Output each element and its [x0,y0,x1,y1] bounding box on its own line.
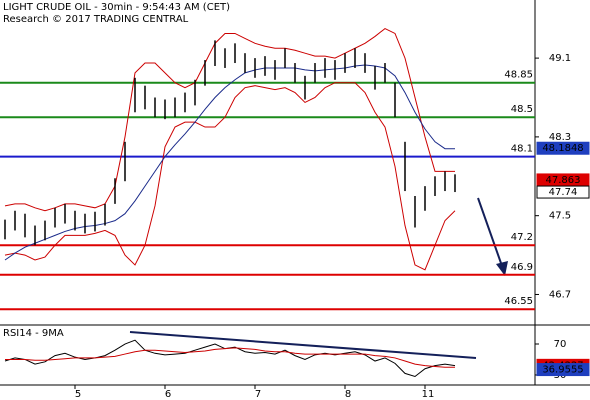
indicator-line [4,64,455,261]
price-tag [536,141,590,155]
y-tick-label: 48.3 [549,132,571,143]
price-tag-label: 48.1848 [542,143,583,154]
price-tag-label: 47.74 [549,187,578,198]
price-tag-label: 47.863 [546,175,581,186]
chart-subtitle: Research © 2017 TRADING CENTRAL [3,14,189,25]
rsi-trendline [129,331,477,359]
x-tick-label: 8 [345,389,351,400]
level-label: 46.9 [511,262,533,273]
x-tick-label: 7 [255,389,261,400]
y-tick-label: 47.5 [549,211,571,222]
forecast-arrow [477,197,503,267]
level-label: 47.2 [511,232,533,243]
x-tick-label: 5 [75,389,81,400]
level-label: 48.1 [511,144,533,155]
y-tick-label: 46.7 [549,289,571,300]
rsi-line [5,347,455,368]
arrow-head [496,261,508,276]
level-label: 46.55 [504,296,533,307]
x-tick-label: 6 [165,389,171,400]
price-tag [536,363,590,377]
price-tag [536,185,590,199]
y-tick-label: 70 [554,339,567,350]
rsi-title: RSI14 - 9MA [3,328,64,339]
indicator-line [4,82,456,271]
chart-title: LIGHT CRUDE OIL - 30min - 9:54:43 AM (CE… [3,2,230,13]
indicator-line [4,27,455,212]
y-tick-label: 49.1 [549,53,571,64]
level-label: 48.85 [504,70,533,81]
price-tag-label: 36.9555 [542,365,583,376]
x-tick-label: 11 [422,389,435,400]
level-label: 48.5 [511,104,533,115]
